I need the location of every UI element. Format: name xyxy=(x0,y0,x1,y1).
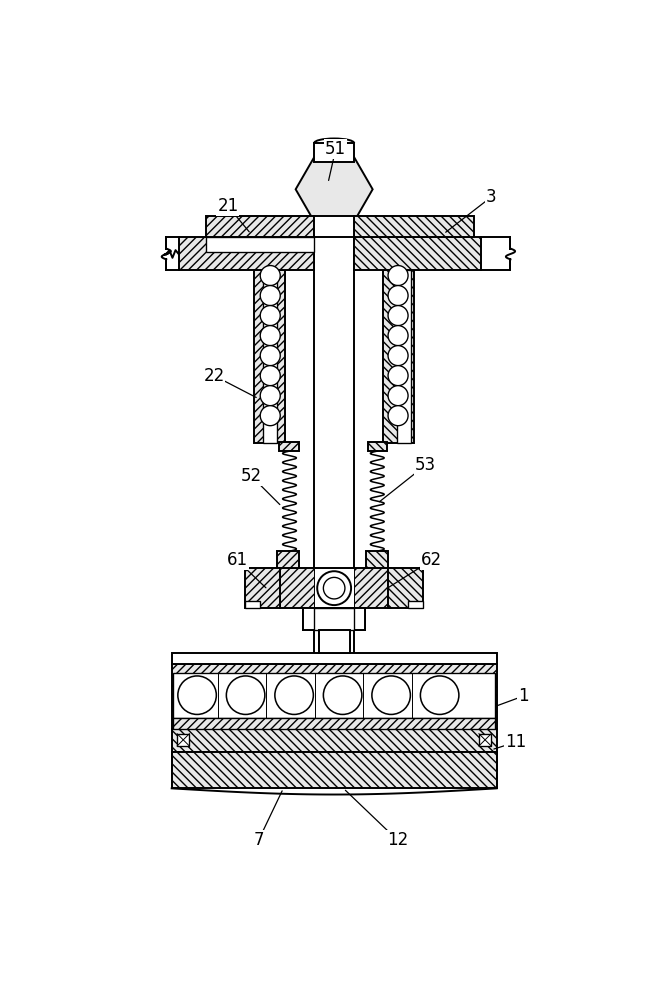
Bar xyxy=(388,568,423,608)
Bar xyxy=(319,630,333,648)
Bar xyxy=(171,752,497,788)
Bar xyxy=(254,270,285,443)
Circle shape xyxy=(421,676,459,714)
Text: 12: 12 xyxy=(387,831,408,849)
Bar xyxy=(206,216,314,237)
Circle shape xyxy=(178,676,216,714)
Text: 3: 3 xyxy=(486,188,497,206)
Text: 53: 53 xyxy=(415,456,436,474)
Bar xyxy=(408,601,423,608)
Bar xyxy=(280,568,391,608)
Bar xyxy=(280,442,299,451)
Circle shape xyxy=(260,306,280,326)
Bar xyxy=(314,143,354,162)
Bar xyxy=(179,237,314,270)
Text: 61: 61 xyxy=(226,551,248,569)
Bar xyxy=(177,734,189,746)
Circle shape xyxy=(323,676,362,714)
Bar xyxy=(171,729,497,752)
Circle shape xyxy=(226,676,265,714)
Circle shape xyxy=(388,346,408,366)
Circle shape xyxy=(275,676,314,714)
Circle shape xyxy=(388,286,408,306)
Circle shape xyxy=(388,386,408,406)
Bar xyxy=(245,568,280,608)
Bar xyxy=(173,718,495,729)
Bar xyxy=(171,664,497,729)
Circle shape xyxy=(318,571,351,605)
Circle shape xyxy=(388,306,408,326)
Bar xyxy=(314,608,354,630)
Bar xyxy=(319,630,349,653)
Bar xyxy=(173,673,495,718)
Bar xyxy=(479,734,491,746)
Circle shape xyxy=(260,286,280,306)
Circle shape xyxy=(323,577,345,599)
Circle shape xyxy=(388,406,408,426)
Circle shape xyxy=(372,676,410,714)
Bar xyxy=(368,442,387,451)
Bar xyxy=(277,551,299,568)
Bar xyxy=(263,270,277,443)
Polygon shape xyxy=(295,156,373,223)
Text: 62: 62 xyxy=(421,551,442,569)
Bar xyxy=(245,601,260,608)
Circle shape xyxy=(388,366,408,386)
Circle shape xyxy=(388,326,408,346)
Bar xyxy=(397,270,411,443)
Bar xyxy=(354,216,473,237)
Text: 21: 21 xyxy=(217,197,239,215)
Circle shape xyxy=(260,366,280,386)
Circle shape xyxy=(260,346,280,366)
Text: 7: 7 xyxy=(254,831,264,849)
Bar xyxy=(383,270,414,443)
Text: 11: 11 xyxy=(505,733,527,751)
Bar xyxy=(314,568,354,608)
Bar xyxy=(314,216,354,237)
Bar xyxy=(314,162,354,736)
Bar xyxy=(354,237,481,270)
Bar xyxy=(303,608,365,630)
Circle shape xyxy=(260,326,280,346)
Text: 22: 22 xyxy=(203,367,225,385)
Text: 51: 51 xyxy=(325,140,346,158)
Text: 52: 52 xyxy=(241,467,261,485)
Bar xyxy=(206,237,314,252)
Bar xyxy=(171,653,497,664)
Text: 1: 1 xyxy=(518,687,529,705)
Bar xyxy=(336,630,349,648)
Circle shape xyxy=(260,386,280,406)
Circle shape xyxy=(260,266,280,286)
Circle shape xyxy=(388,266,408,286)
Bar xyxy=(303,608,365,630)
Circle shape xyxy=(260,406,280,426)
Bar xyxy=(366,551,388,568)
